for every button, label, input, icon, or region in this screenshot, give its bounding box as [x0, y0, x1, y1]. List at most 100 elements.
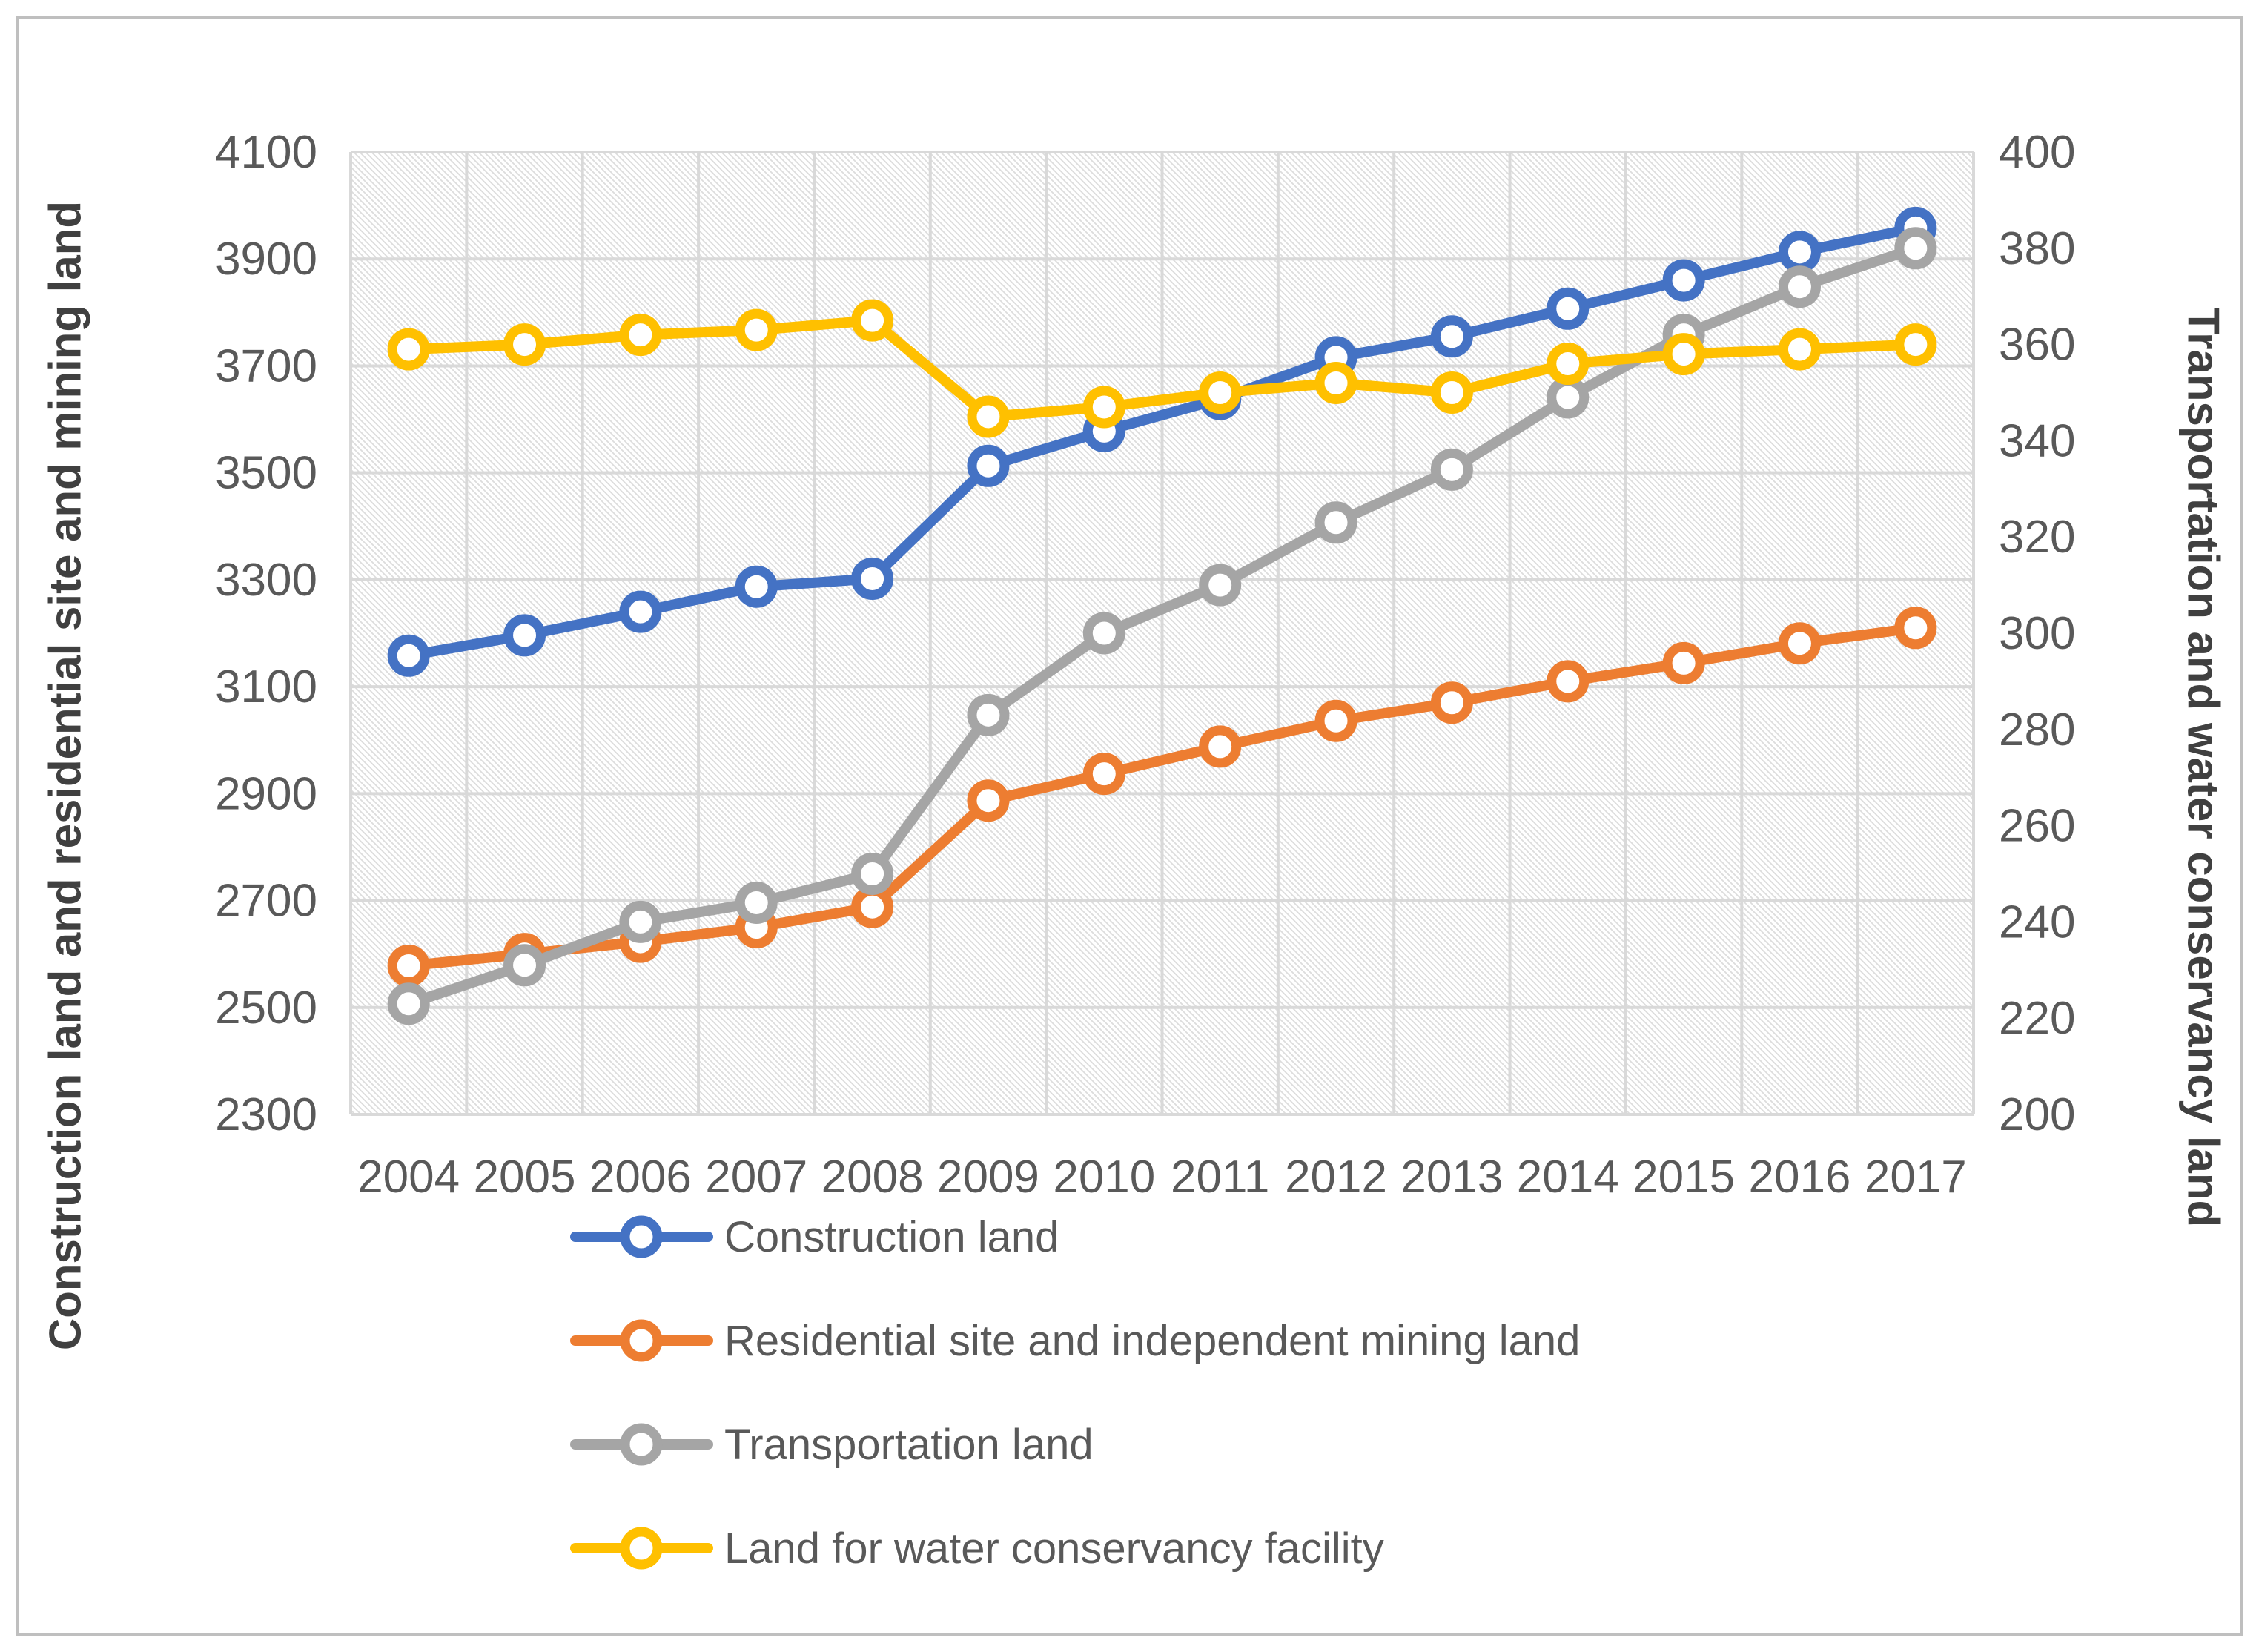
marker-transportation-land-2014: [1547, 376, 1590, 419]
right-tick-label: 320: [1999, 512, 2075, 563]
marker-residential-site-and-independent-mining-land-2011: [1199, 725, 1242, 768]
legend-marker: [620, 1527, 663, 1570]
gridlines: [349, 151, 1975, 1116]
marker-residential-site-and-independent-mining-land-2009: [967, 779, 1010, 822]
left-tick-label: 3700: [215, 340, 317, 391]
marker-residential-site-and-independent-mining-land-2008: [851, 885, 894, 928]
x-tick-label-2004: 2004: [357, 1152, 460, 1203]
right-tick-label: 280: [1999, 704, 2075, 756]
marker-transportation-land-2009: [967, 693, 1010, 736]
right-axis-title: Transportation and water conservancy lan…: [2178, 307, 2229, 1228]
legend-marker: [620, 1215, 663, 1258]
x-tick-label-2012: 2012: [1285, 1152, 1387, 1203]
marker-residential-site-and-independent-mining-land-2012: [1314, 699, 1357, 742]
marker-transportation-land-2006: [619, 900, 662, 943]
x-tick-label-2011: 2011: [1171, 1152, 1269, 1203]
marker-residential-site-and-independent-mining-land-2013: [1430, 681, 1473, 724]
marker-residential-site-and-independent-mining-land-2017: [1894, 607, 1937, 650]
left-tick-label: 3300: [215, 555, 317, 606]
marker-transportation-land-2010: [1082, 612, 1125, 655]
marker-land-for-water-conservancy-facility-2012: [1314, 362, 1357, 405]
left-axis-title: Construction land and residential site a…: [40, 200, 90, 1351]
left-tick-labels: 4100 3900 3700 3500 3300 3100 2900 2700 2500 2300: [215, 127, 317, 1140]
marker-construction-land-2008: [851, 557, 894, 600]
legend: Construction land Residential site and in…: [569, 1185, 1580, 1600]
marker-land-for-water-conservancy-facility-2010: [1082, 386, 1125, 429]
legend-label-residential-site-and-independent-mining-land: Residential site and independent mining …: [724, 1316, 1581, 1365]
marker-residential-site-and-independent-mining-land-2015: [1662, 641, 1705, 684]
legend-line-marker-icon: [570, 1527, 713, 1570]
right-tick-label: 220: [1999, 993, 2075, 1044]
left-tick-label: 2500: [215, 982, 317, 1034]
right-tick-label: 300: [1999, 608, 2075, 659]
legend-line-marker-icon: [570, 1423, 713, 1466]
legend-label-transportation-land: Transportation land: [724, 1420, 1094, 1469]
left-tick-label: 4100: [215, 127, 317, 178]
x-tick-label-2015: 2015: [1633, 1152, 1735, 1203]
legend-line-marker-icon: [570, 1215, 713, 1258]
right-tick-label: 200: [1999, 1089, 2075, 1140]
marker-land-for-water-conservancy-facility-2005: [503, 323, 546, 366]
marker-residential-site-and-independent-mining-land-2014: [1547, 660, 1590, 703]
series-land-for-water-conservancy-facility: [387, 299, 1937, 438]
legend-label-construction-land: Construction land: [724, 1212, 1059, 1261]
x-tick-label-2013: 2013: [1400, 1152, 1503, 1203]
x-tick-label-2014: 2014: [1517, 1152, 1619, 1203]
marker-land-for-water-conservancy-facility-2013: [1430, 371, 1473, 414]
left-tick-label: 3900: [215, 234, 317, 285]
x-tick-label-2005: 2005: [474, 1152, 576, 1203]
legend-item-land-for-water-conservancy-facility: Land for water conservancy facility: [569, 1496, 1580, 1600]
right-tick-labels: 400 380 360 340 320 300 280 260 240 220 200: [1999, 127, 2075, 1140]
marker-land-for-water-conservancy-facility-2004: [387, 328, 430, 371]
legend-item-residential-site-and-independent-mining-land: Residential site and independent mining …: [569, 1289, 1580, 1392]
marker-transportation-land-2004: [387, 982, 430, 1025]
marker-construction-land-2005: [503, 614, 546, 657]
right-tick-label: 240: [1999, 896, 2075, 948]
marker-transportation-land-2016: [1778, 265, 1821, 308]
right-tick-label: 360: [1999, 320, 2075, 371]
legend-marker: [620, 1319, 663, 1362]
marker-construction-land-2007: [735, 565, 778, 608]
left-tick-label: 3500: [215, 448, 317, 499]
left-tick-label: 2700: [215, 876, 317, 927]
marker-construction-land-2009: [967, 444, 1010, 487]
marker-residential-site-and-independent-mining-land-2004: [387, 945, 430, 988]
marker-land-for-water-conservancy-facility-2007: [735, 308, 778, 351]
marker-land-for-water-conservancy-facility-2006: [619, 314, 662, 357]
legend-item-construction-land: Construction land: [569, 1185, 1580, 1289]
marker-transportation-land-2008: [851, 853, 894, 895]
marker-construction-land-2013: [1430, 315, 1473, 358]
series-transportation-land: [387, 227, 1937, 1025]
right-tick-label: 380: [1999, 223, 2075, 274]
x-tick-label-2017: 2017: [1865, 1152, 1967, 1203]
marker-transportation-land-2013: [1430, 448, 1473, 491]
left-tick-label: 3100: [215, 661, 317, 713]
right-tick-label: 260: [1999, 801, 2075, 852]
marker-transportation-land-2011: [1199, 564, 1242, 607]
marker-land-for-water-conservancy-facility-2009: [967, 395, 1010, 438]
marker-land-for-water-conservancy-facility-2015: [1662, 333, 1705, 376]
marker-residential-site-and-independent-mining-land-2010: [1082, 753, 1125, 796]
marker-transportation-land-2007: [735, 881, 778, 924]
left-tick-label: 2300: [215, 1089, 317, 1140]
marker-construction-land-2006: [619, 590, 662, 633]
x-tick-label-2006: 2006: [589, 1152, 692, 1203]
marker-transportation-land-2005: [503, 944, 546, 987]
legend-marker: [620, 1423, 663, 1466]
marker-construction-land-2004: [387, 634, 430, 677]
marker-land-for-water-conservancy-facility-2017: [1894, 323, 1937, 366]
marker-land-for-water-conservancy-facility-2008: [851, 299, 894, 342]
marker-construction-land-2016: [1778, 231, 1821, 274]
x-tick-label-2009: 2009: [937, 1152, 1039, 1203]
marker-construction-land-2014: [1547, 287, 1590, 330]
x-tick-label-2010: 2010: [1053, 1152, 1155, 1203]
marker-transportation-land-2017: [1894, 227, 1937, 270]
x-tick-label-2008: 2008: [821, 1152, 924, 1203]
marker-residential-site-and-independent-mining-land-2016: [1778, 622, 1821, 665]
marker-land-for-water-conservancy-facility-2016: [1778, 328, 1821, 371]
right-tick-label: 400: [1999, 127, 2075, 178]
marker-land-for-water-conservancy-facility-2011: [1199, 371, 1242, 414]
x-tick-label-2016: 2016: [1748, 1152, 1850, 1203]
